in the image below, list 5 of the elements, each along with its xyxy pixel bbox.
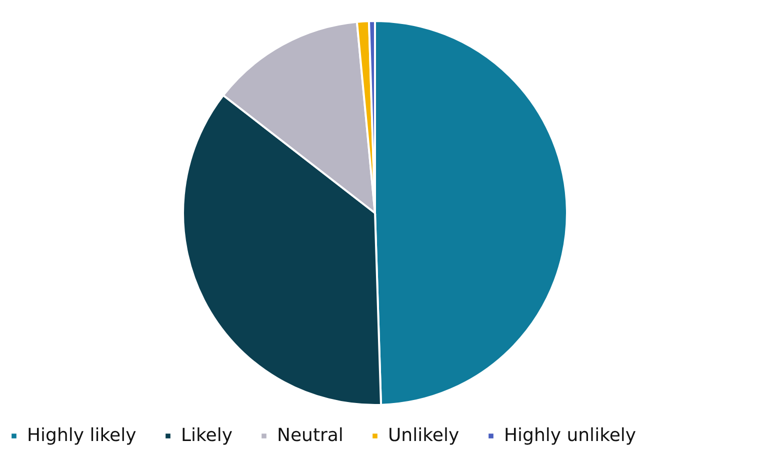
legend-label: Unlikely <box>388 425 460 446</box>
legend-label: Neutral <box>277 425 344 446</box>
legend-label: Likely <box>181 425 233 446</box>
legend-label: Highly unlikely <box>504 425 636 446</box>
legend-label: Highly likely <box>27 425 137 446</box>
